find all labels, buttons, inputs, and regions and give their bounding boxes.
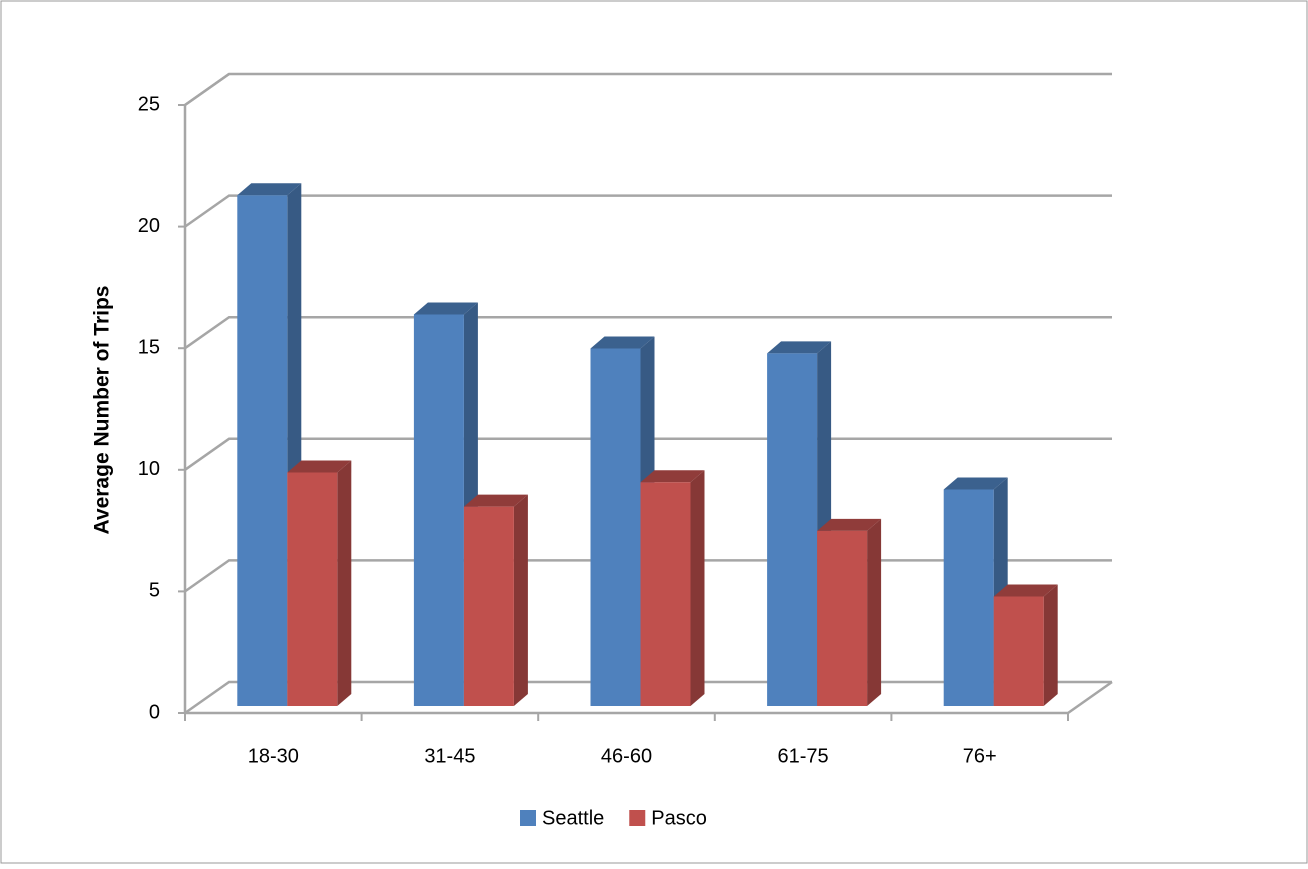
y-tick-label: 10 xyxy=(138,458,160,480)
x-tick-label: 31-45 xyxy=(424,745,475,767)
legend-swatch xyxy=(629,810,646,826)
bar-front xyxy=(817,530,868,706)
legend-swatch xyxy=(520,810,536,826)
bar xyxy=(463,494,528,706)
bar xyxy=(993,584,1058,706)
legend-label: Seattle xyxy=(542,807,604,829)
bar-top xyxy=(640,470,705,483)
y-tick-label: 0 xyxy=(149,701,160,723)
bar-front xyxy=(590,348,641,706)
legend-label: Pasco xyxy=(651,807,707,829)
x-tick-label: 46-60 xyxy=(601,745,652,767)
x-tick-label: 61-75 xyxy=(778,745,829,767)
bar-top xyxy=(413,302,478,315)
bar-front xyxy=(287,472,338,706)
bar-top xyxy=(817,518,882,531)
bar xyxy=(640,470,705,706)
x-tick-label: 18-30 xyxy=(248,745,299,767)
bar-top xyxy=(287,460,352,473)
bar-side xyxy=(337,460,352,706)
x-tick-label: 76+ xyxy=(963,745,997,767)
bar-top xyxy=(943,477,1008,490)
bar-top xyxy=(590,336,655,349)
bar-front xyxy=(640,482,691,706)
bar-top xyxy=(237,183,302,196)
y-tick-label: 20 xyxy=(138,215,160,237)
bar-side xyxy=(513,494,528,706)
grid-line xyxy=(184,194,1112,228)
bar-top xyxy=(463,494,528,507)
bar xyxy=(287,460,352,706)
bar-front xyxy=(943,489,994,706)
y-tick-label: 15 xyxy=(138,336,160,358)
y-axis-label: Average Number of Trips xyxy=(91,286,114,535)
bar-side xyxy=(1043,584,1058,706)
bar-front xyxy=(463,506,514,706)
bar-side xyxy=(867,518,882,706)
y-tick-label: 5 xyxy=(149,580,160,602)
grid-line xyxy=(184,72,1112,107)
bar-front xyxy=(237,195,288,706)
bar-side xyxy=(690,470,705,706)
grid-line xyxy=(184,315,1112,350)
bar-front xyxy=(767,353,818,706)
bar-top xyxy=(767,341,832,354)
y-tick-label: 25 xyxy=(138,93,160,115)
bar-front xyxy=(413,314,464,706)
bar-front xyxy=(993,596,1044,706)
bar-top xyxy=(993,584,1058,597)
bar xyxy=(817,518,882,706)
